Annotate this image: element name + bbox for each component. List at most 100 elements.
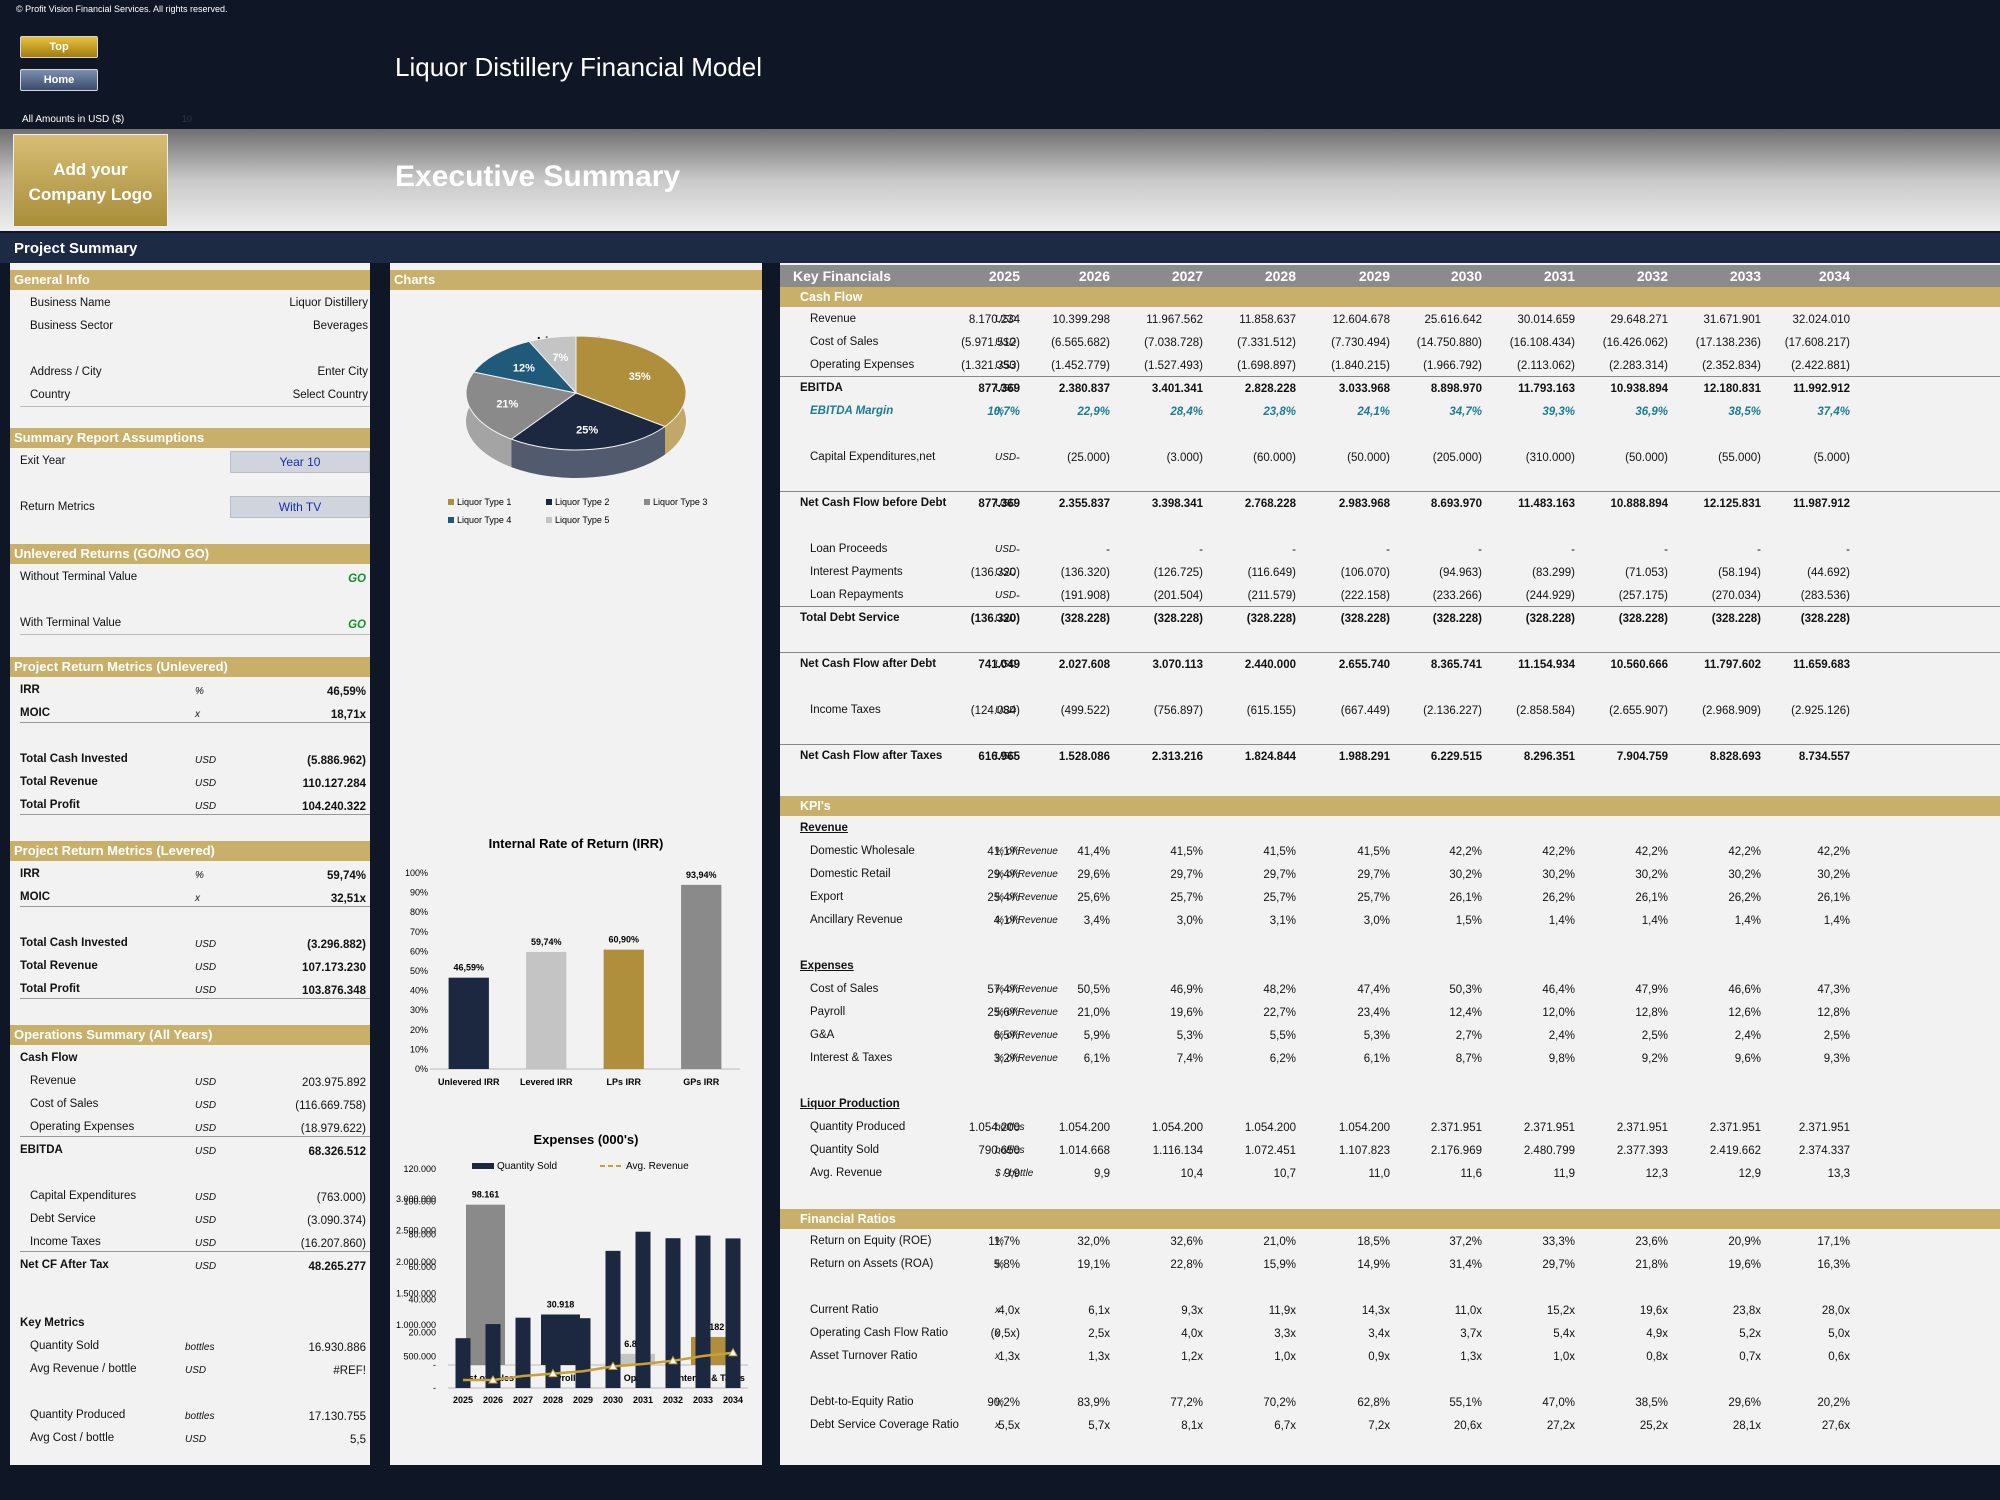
- kf-row-label: Return on Assets (ROA): [810, 1258, 934, 1270]
- kf-cell: 50,3%: [1449, 984, 1482, 996]
- kf-cell: 10.399.298: [1052, 314, 1110, 326]
- kf-cell: 28,0x: [1821, 1305, 1850, 1317]
- kf-cell: 3,7x: [1460, 1328, 1482, 1340]
- kf-cell: 13,3: [1827, 1168, 1850, 1180]
- key-financials-header: Key Financials 2025 2026 2027 2028 2029 2030 2…: [780, 265, 2000, 287]
- value-country[interactable]: Select Country: [292, 389, 368, 401]
- row-label: Total Profit: [20, 983, 80, 995]
- kf-cell: 31,4%: [1449, 1259, 1482, 1271]
- year-header: 2027: [1171, 268, 1203, 284]
- kf-cell: (2.925.126): [1791, 705, 1850, 717]
- home-button[interactable]: Home: [20, 69, 98, 91]
- kf-cell: 10.938.894: [1610, 383, 1668, 395]
- kf-cell: 38,5%: [1635, 1397, 1668, 1409]
- kf-cell: (2.283.314): [1609, 360, 1668, 372]
- banner: [0, 129, 2000, 231]
- kf-cell: 3,4%: [1083, 915, 1110, 927]
- kf-cell: 11.858.637: [1239, 314, 1296, 326]
- top-button[interactable]: Top: [20, 36, 98, 58]
- kf-cell: 48,2%: [1263, 984, 1296, 996]
- row-value: 16.930.886: [308, 1342, 366, 1354]
- kf-cell: 11.483.163: [1518, 498, 1575, 510]
- legend-swatch: [644, 499, 650, 505]
- expenses-title: Expenses (000's): [534, 1132, 639, 1147]
- kf-cell: 2.371.951: [1798, 1122, 1850, 1134]
- kf-cell: 16,3%: [1817, 1259, 1850, 1271]
- kf-cell: 10,4: [1180, 1168, 1203, 1180]
- kf-cell: 1,0x: [1274, 1351, 1296, 1363]
- section-general-info: General Info: [10, 270, 370, 290]
- kf-cell: 30,2%: [1817, 869, 1850, 881]
- kf-cell: 25,4%: [987, 892, 1020, 904]
- kf-row-label: Capital Expenditures,net: [810, 451, 936, 463]
- kf-row-unit: x: [995, 1328, 1000, 1339]
- kf-cell: 3.033.968: [1338, 383, 1390, 395]
- kf-cell: (16.108.434): [1509, 337, 1575, 349]
- kf-cell: 1.054.200: [1151, 1122, 1203, 1134]
- avg-revenue-marker: [668, 1355, 678, 1365]
- kf-cell: 1.054.200: [1338, 1122, 1390, 1134]
- kf-cell: 19,1%: [1077, 1259, 1110, 1271]
- kf-cell: 7,4%: [1176, 1053, 1203, 1065]
- kf-row-label: Cost of Sales: [810, 983, 879, 995]
- kf-cell: 0,6x: [1828, 1351, 1850, 1363]
- kf-row-label: Loan Repayments: [810, 589, 904, 601]
- row-unit: USD: [195, 1215, 217, 1226]
- kf-cell: 32,0%: [1077, 1236, 1110, 1248]
- row-value: #REF!: [333, 1365, 366, 1377]
- qty-bar: [515, 1317, 531, 1388]
- value-business-name[interactable]: Liquor Distillery: [289, 297, 368, 309]
- kf-cell: (211.579): [1247, 590, 1296, 602]
- row-unit: USD: [195, 1192, 217, 1203]
- kf-cell: (7.730.494): [1331, 337, 1390, 349]
- kf-cell: (71.053): [1625, 567, 1668, 579]
- kf-cell: 46,4%: [1542, 984, 1575, 996]
- kf-cell: (136.320): [970, 613, 1020, 625]
- kf-cell: (50.000): [1625, 452, 1668, 464]
- kf-row-unit: USD: [995, 498, 1017, 509]
- kf-cell: 23,4%: [1357, 1007, 1390, 1019]
- kf-row-label: Cost of Sales: [810, 336, 879, 348]
- value-business-sector[interactable]: Beverages: [313, 320, 368, 332]
- kf-cell: 46,9%: [1170, 984, 1203, 996]
- kf-cell: 2.828.228: [1244, 383, 1296, 395]
- y-tick-label: 80.000: [408, 1229, 436, 1239]
- row-unit: USD: [195, 1238, 217, 1249]
- exit-year-select[interactable]: Year 10: [230, 451, 370, 473]
- kf-cell: 11.659.683: [1793, 659, 1850, 671]
- row-value: (5.886.962): [307, 755, 366, 767]
- kf-cell: 2.983.968: [1338, 498, 1390, 510]
- row-unit: bottles: [185, 1411, 215, 1422]
- kf-cell: -: [1106, 544, 1110, 556]
- qty-bar: [635, 1231, 651, 1388]
- row-value: 32,51x: [330, 893, 366, 905]
- kf-cell: 21,0%: [1263, 1236, 1296, 1248]
- kf-cell: 9,6%: [1734, 1053, 1761, 1065]
- year-header: 2034: [1818, 268, 1850, 284]
- kf-cell: 9,9: [1094, 1168, 1110, 1180]
- kf-cell: 1,3x: [1088, 1351, 1110, 1363]
- left-panel: General Info Business Name Liquor Distil…: [10, 263, 370, 1465]
- row-label: IRR: [20, 868, 40, 880]
- kf-cell: 2,5x: [1088, 1328, 1110, 1340]
- kf-cell: (328.228): [1246, 613, 1296, 625]
- kf-cell: 26,2%: [1728, 892, 1761, 904]
- kf-cell: 11.987.912: [1793, 498, 1850, 510]
- return-metrics-select[interactable]: With TV: [230, 496, 370, 518]
- kf-cell: 1.824.844: [1244, 751, 1296, 763]
- kf-cell: 70,2%: [1263, 1397, 1296, 1409]
- kf-cell: 11,0: [1368, 1168, 1390, 1180]
- kf-group-header: Revenue: [800, 822, 848, 834]
- bar: [448, 977, 489, 1069]
- value-city[interactable]: Enter City: [317, 366, 369, 378]
- kf-cell: 3.070.113: [1152, 659, 1203, 671]
- kf-row-label: Return on Equity (ROE): [810, 1235, 932, 1247]
- row-label: Total Revenue: [20, 776, 98, 788]
- company-logo-placeholder[interactable]: Add your Company Logo: [13, 134, 168, 227]
- kf-cell: (58.194): [1718, 567, 1761, 579]
- row-value: 68.326.512: [308, 1146, 366, 1158]
- legend-swatch: [546, 499, 552, 505]
- kf-cell: 42,2%: [1542, 846, 1575, 858]
- kf-cell: (5.971.512): [961, 337, 1020, 349]
- kf-cell: 2.419.662: [1709, 1145, 1761, 1157]
